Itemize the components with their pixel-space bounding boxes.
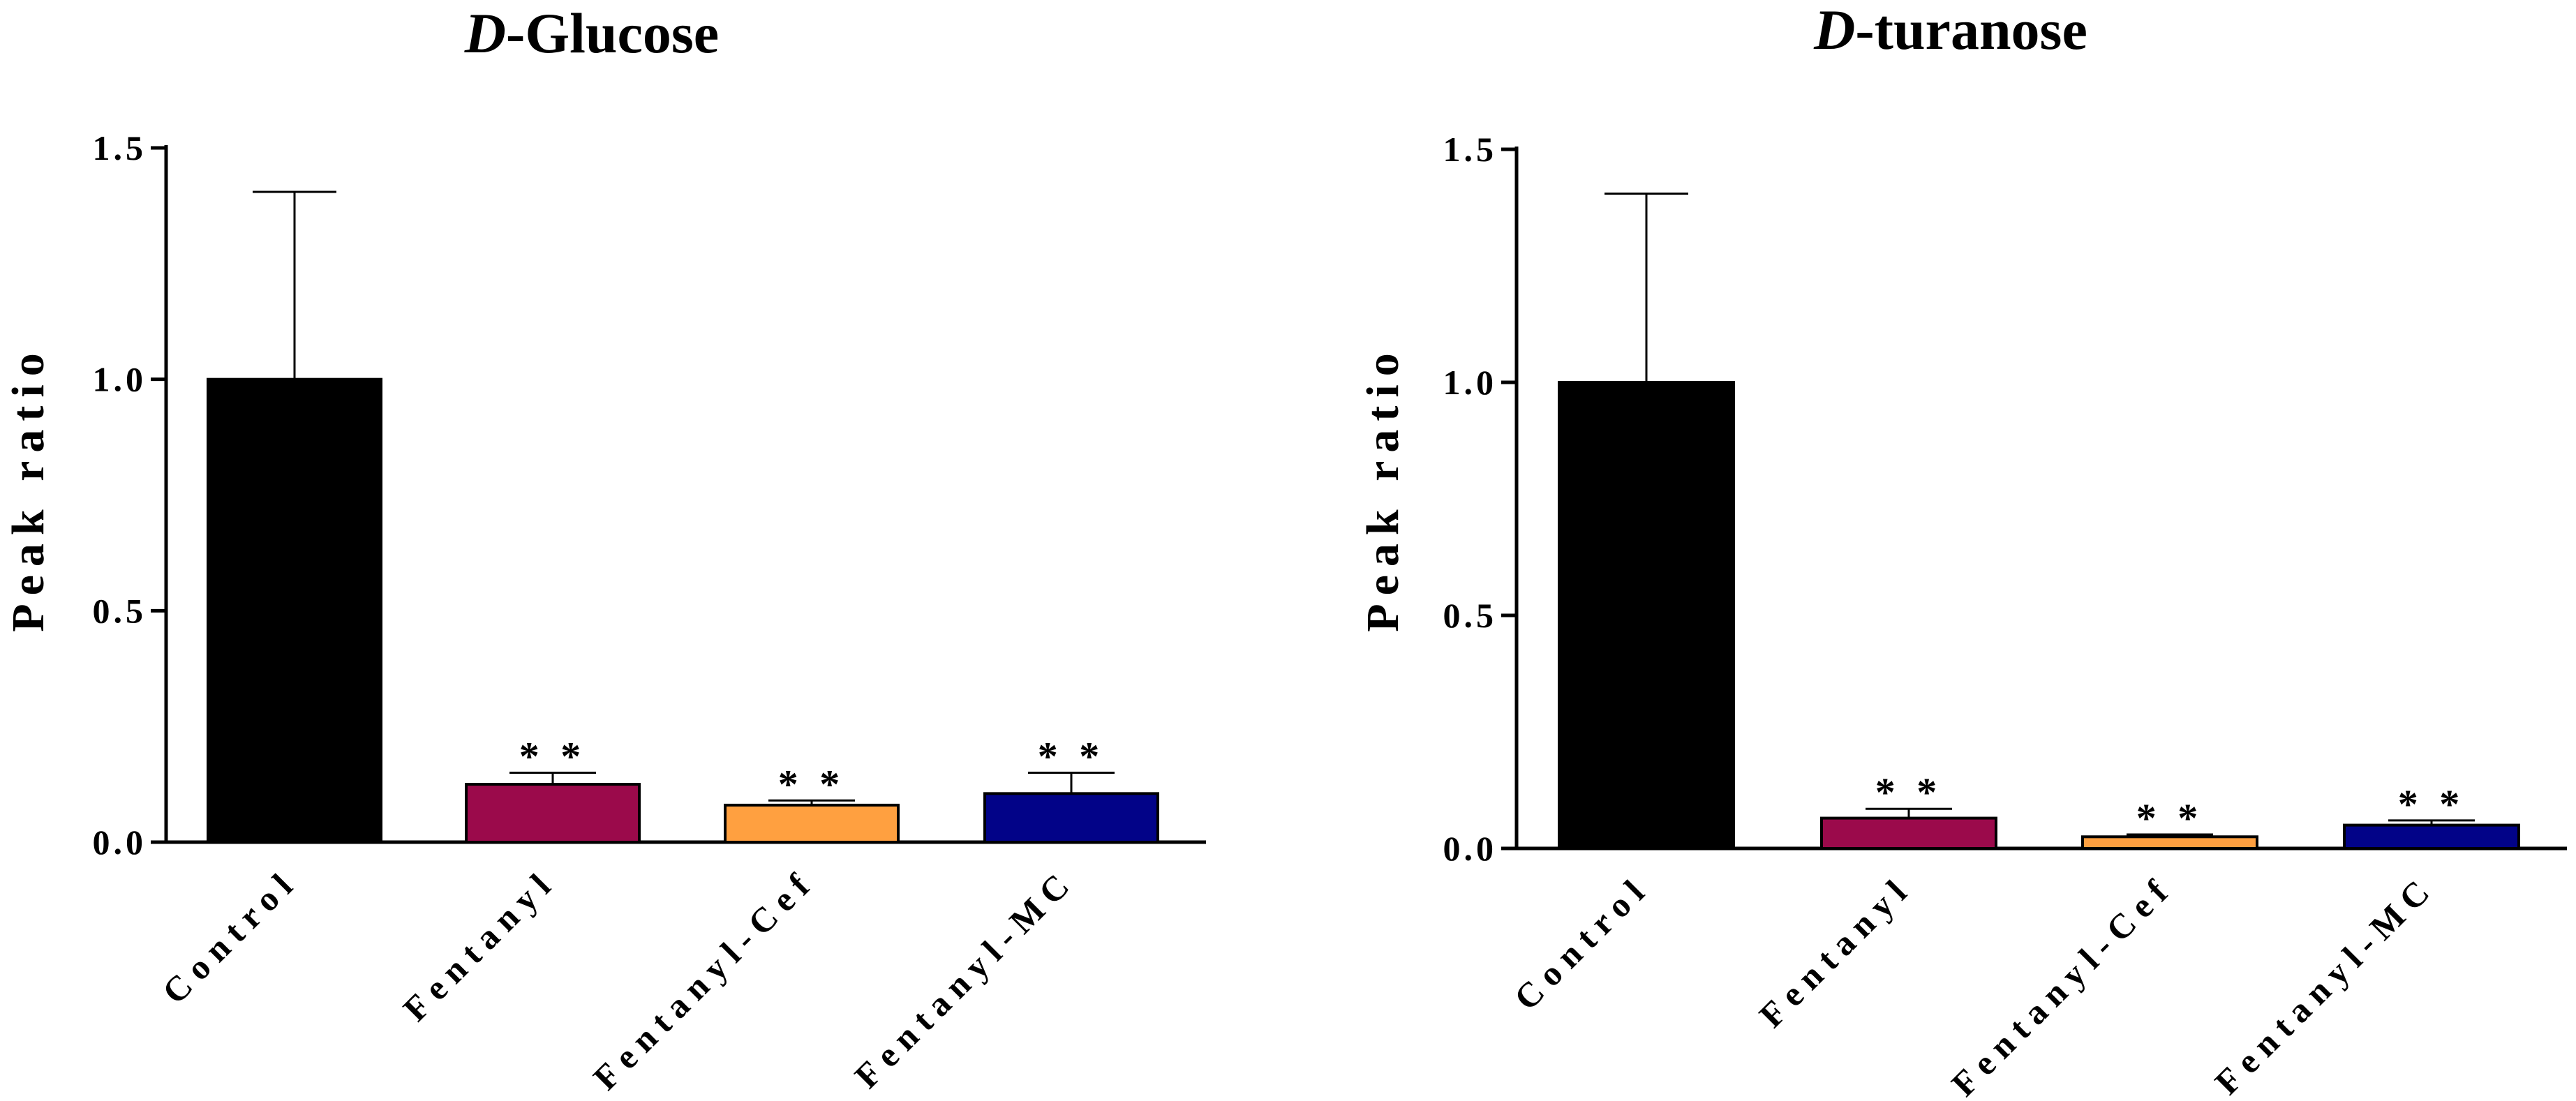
y-tick-label: 0.0	[1443, 829, 1498, 868]
significance-annotation: * *	[2136, 795, 2204, 841]
y-tick-label: 1.0	[93, 360, 147, 399]
y-tick-label: 0.5	[93, 591, 147, 630]
x-tick-label: Fentanyl-Cef	[1944, 867, 2181, 1101]
y-tick-label: 1.5	[1443, 130, 1498, 169]
significance-annotation: * *	[778, 761, 846, 807]
x-tick-label: Control	[155, 860, 306, 1011]
y-tick-label: 0.0	[93, 823, 147, 862]
y-axis-label: Peak ratio	[1357, 345, 1408, 631]
significance-annotation: * *	[519, 734, 587, 779]
x-tick-label: Fentanyl-MC	[2208, 867, 2443, 1101]
bar-fentanyl-mc	[983, 792, 1159, 844]
significance-annotation: * *	[1038, 734, 1105, 779]
x-tick-label: Fentanyl-Cef	[586, 860, 823, 1098]
chart-panel-glucose: D-Glucose Peak ratio 0.0 0.5 1.0 1.5 Control * …	[3, 1, 1206, 1098]
bar-fentanyl-cef	[724, 803, 900, 844]
significance-annotation: * *	[1875, 770, 1943, 815]
y-tick-label: 0.5	[1443, 596, 1498, 635]
chart-title: D-Glucose	[464, 1, 719, 65]
bar-control	[207, 377, 382, 844]
bar-control	[1558, 381, 1735, 850]
x-tick-label: Control	[1507, 867, 1658, 1017]
y-tick-label: 1.5	[93, 128, 147, 167]
bar-fentanyl-mc	[2343, 823, 2520, 850]
y-tick-label: 1.0	[1443, 363, 1498, 402]
y-axis-label: Peak ratio	[3, 345, 54, 631]
x-tick-label: Fentanyl-MC	[847, 860, 1082, 1095]
chart-panel-turanose: D-turanose Peak ratio 0.0 0.5 1.0 1.5 Control *…	[1357, 0, 2567, 1101]
significance-annotation: * *	[2398, 781, 2466, 827]
x-tick-label: Fentanyl	[1752, 867, 1920, 1035]
bar-fentanyl	[465, 783, 641, 844]
x-tick-label: Fentanyl	[396, 860, 564, 1028]
chart-title: D-turanose	[1813, 0, 2087, 61]
bar-fentanyl	[1820, 816, 1997, 850]
